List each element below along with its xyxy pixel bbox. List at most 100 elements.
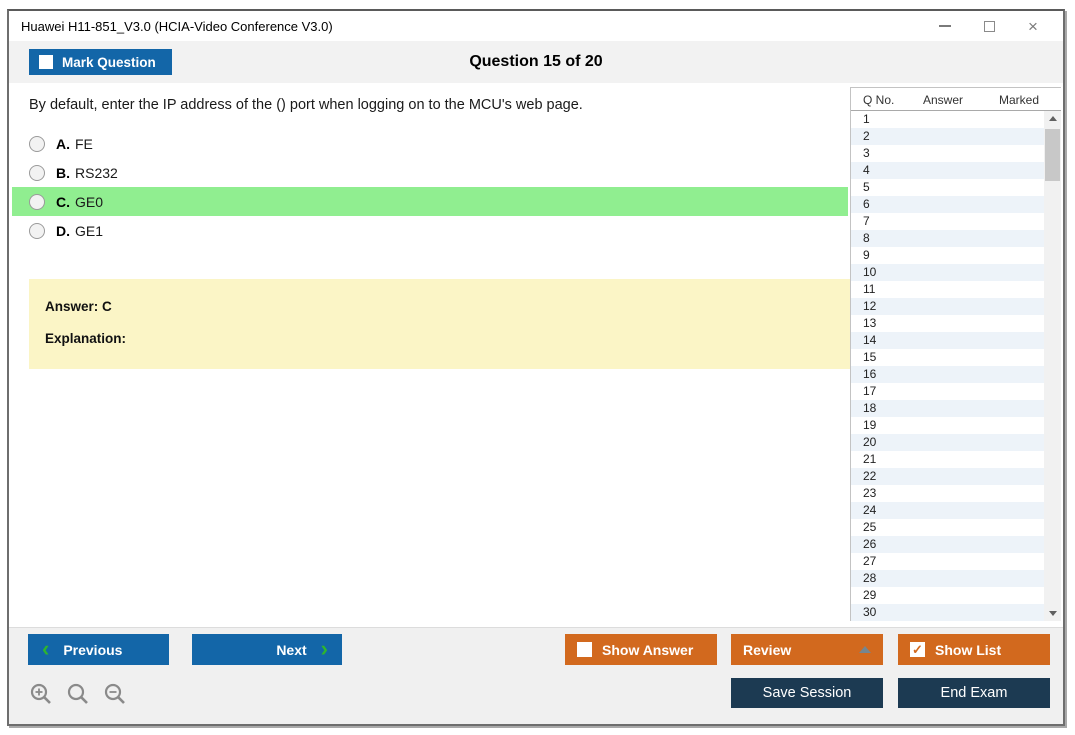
question-list-row[interactable]: 11 (851, 281, 1045, 298)
column-header-answer: Answer (923, 93, 964, 107)
show-list-label: Show List (935, 641, 1002, 658)
question-list-row[interactable]: 16 (851, 366, 1045, 383)
row-question-number: 29 (863, 588, 877, 602)
question-list-row[interactable]: 12 (851, 298, 1045, 315)
question-list-row[interactable]: 30 (851, 604, 1045, 621)
show-answer-button[interactable]: Show Answer (565, 634, 717, 665)
row-question-number: 30 (863, 605, 877, 619)
question-list-row[interactable]: 8 (851, 230, 1045, 247)
app-window: Huawei H11-851_V3.0 (HCIA-Video Conferen… (7, 9, 1065, 726)
row-question-number: 4 (863, 163, 870, 177)
row-question-number: 3 (863, 146, 870, 160)
chevron-right-icon: › (320, 635, 328, 661)
zoom-reset-icon[interactable] (66, 682, 90, 706)
question-list-row[interactable]: 24 (851, 502, 1045, 519)
close-button[interactable]: × (1011, 11, 1055, 41)
row-question-number: 6 (863, 197, 870, 211)
radio-button-icon[interactable] (29, 135, 45, 152)
show-answer-label: Show Answer (602, 641, 694, 658)
option-letter: B. (56, 164, 70, 181)
question-list-row[interactable]: 4 (851, 162, 1045, 179)
question-list-row[interactable]: 13 (851, 315, 1045, 332)
option-text: GE1 (75, 222, 104, 239)
question-list-row[interactable]: 27 (851, 553, 1045, 570)
radio-button-icon[interactable] (29, 193, 45, 210)
answer-option[interactable]: A. FE (12, 129, 848, 158)
question-list-row[interactable]: 25 (851, 519, 1045, 536)
scrollbar-thumb[interactable] (1045, 129, 1060, 181)
zoom-in-icon[interactable] (29, 682, 53, 706)
question-list-row[interactable]: 1 (851, 111, 1045, 128)
question-list-row[interactable]: 19 (851, 417, 1045, 434)
question-list-row[interactable]: 9 (851, 247, 1045, 264)
question-counter: Question 15 of 20 (469, 53, 603, 70)
show-list-checkbox[interactable]: ✓ (910, 642, 925, 657)
chevron-up-icon (859, 646, 871, 653)
row-question-number: 19 (863, 418, 877, 432)
row-question-number: 2 (863, 129, 870, 143)
option-text: FE (75, 135, 93, 152)
question-list-panel: Q No. Answer Marked 1 2 3 4 5 6 7 8 9 10… (850, 87, 1061, 621)
row-question-number: 20 (863, 435, 877, 449)
question-list-row[interactable]: 28 (851, 570, 1045, 587)
row-question-number: 21 (863, 452, 877, 466)
question-list-row[interactable]: 26 (851, 536, 1045, 553)
footer-bar: ‹ Previous Next › Show Answer Review ✓ S… (9, 627, 1063, 724)
previous-label: Previous (63, 641, 123, 658)
maximize-button[interactable] (967, 11, 1011, 41)
mark-question-label: Mark Question (62, 54, 156, 70)
question-list-row[interactable]: 18 (851, 400, 1045, 417)
row-question-number: 17 (863, 384, 877, 398)
mark-question-checkbox[interactable] (39, 55, 53, 69)
question-list-row[interactable]: 20 (851, 434, 1045, 451)
question-list-row[interactable]: 10 (851, 264, 1045, 281)
question-list-row[interactable]: 14 (851, 332, 1045, 349)
question-list-scrollbar[interactable] (1044, 111, 1061, 621)
save-session-label: Save Session (762, 685, 852, 701)
question-list-row[interactable]: 2 (851, 128, 1045, 145)
question-list-row[interactable]: 3 (851, 145, 1045, 162)
show-list-button[interactable]: ✓ Show List (898, 634, 1050, 665)
option-text: GE0 (75, 193, 104, 210)
row-question-number: 11 (863, 282, 876, 296)
option-letter: A. (56, 135, 70, 152)
scroll-up-arrow-icon[interactable] (1044, 111, 1061, 126)
answer-option[interactable]: C. GE0 (12, 187, 848, 216)
radio-button-icon[interactable] (29, 164, 45, 181)
row-question-number: 14 (863, 333, 877, 347)
answer-option[interactable]: B. RS232 (12, 158, 848, 187)
scroll-down-arrow-icon[interactable] (1044, 606, 1061, 621)
question-list-row[interactable]: 6 (851, 196, 1045, 213)
row-question-number: 12 (863, 299, 877, 313)
review-button[interactable]: Review (731, 634, 883, 665)
question-list-row[interactable]: 5 (851, 179, 1045, 196)
question-list-row[interactable]: 22 (851, 468, 1045, 485)
question-list-row[interactable]: 21 (851, 451, 1045, 468)
question-list-rows: 1 2 3 4 5 6 7 8 9 10 11 12 13 14 15 16 1… (851, 111, 1061, 621)
zoom-out-icon[interactable] (103, 682, 127, 706)
previous-button[interactable]: ‹ Previous (28, 634, 169, 665)
question-list-row[interactable]: 23 (851, 485, 1045, 502)
row-question-number: 23 (863, 486, 877, 500)
row-question-number: 10 (863, 265, 877, 279)
mark-question-button[interactable]: Mark Question (29, 49, 172, 75)
question-list-row[interactable]: 17 (851, 383, 1045, 400)
next-button[interactable]: Next › (192, 634, 342, 665)
radio-button-icon[interactable] (29, 222, 45, 239)
row-question-number: 18 (863, 401, 877, 415)
row-question-number: 8 (863, 231, 870, 245)
minimize-button[interactable] (923, 11, 967, 41)
option-text: RS232 (75, 164, 118, 181)
question-list-row[interactable]: 29 (851, 587, 1045, 604)
column-header-marked: Marked (999, 93, 1040, 107)
end-exam-button[interactable]: End Exam (898, 678, 1050, 708)
answer-panel: Answer: C Explanation: (29, 279, 854, 369)
question-list-row[interactable]: 15 (851, 349, 1045, 366)
answer-option[interactable]: D. GE1 (12, 216, 848, 245)
question-list-row[interactable]: 7 (851, 213, 1045, 230)
window-title: Huawei H11-851_V3.0 (HCIA-Video Conferen… (21, 19, 333, 34)
title-bar: Huawei H11-851_V3.0 (HCIA-Video Conferen… (9, 11, 1063, 41)
chevron-left-icon: ‹ (42, 635, 50, 661)
show-answer-checkbox[interactable] (577, 642, 592, 657)
save-session-button[interactable]: Save Session (731, 678, 883, 708)
